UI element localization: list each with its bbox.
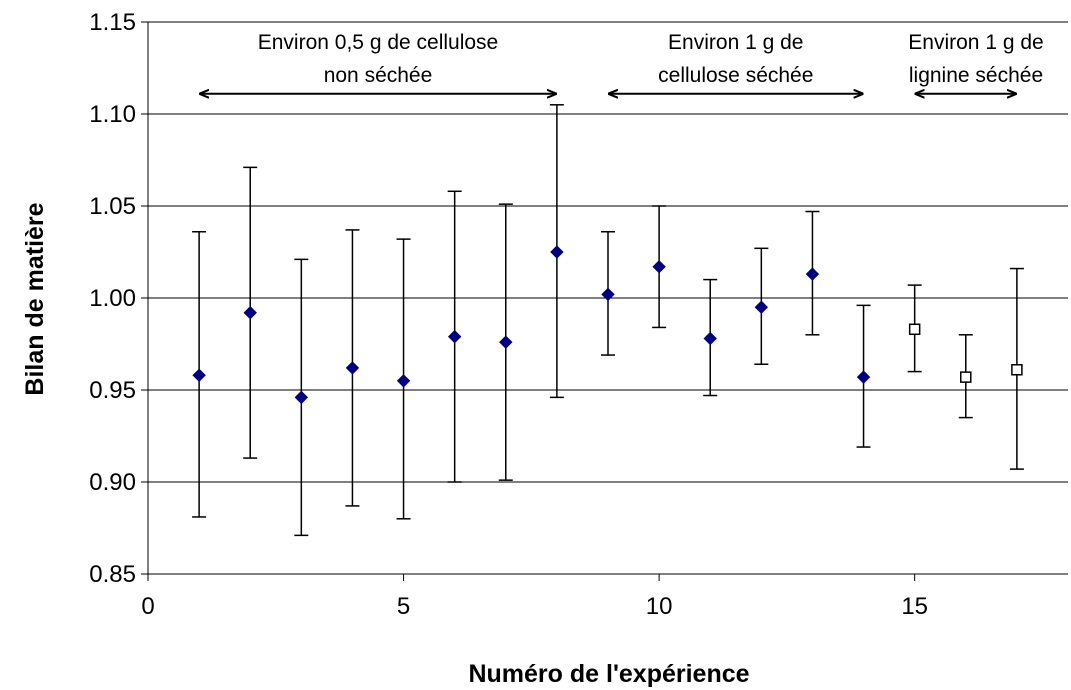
data-point xyxy=(345,361,360,375)
y-tick-label: 1.10 xyxy=(89,101,136,128)
y-tick-label: 0.95 xyxy=(89,377,136,404)
y-tick-labels: 0.85 0.90 0.95 1.00 1.05 1.10 1.15 xyxy=(89,9,136,588)
y-tick-label: 1.15 xyxy=(89,9,136,36)
data-point xyxy=(243,306,257,320)
x-tick-label: 15 xyxy=(901,593,928,620)
y-tick-label: 1.00 xyxy=(89,285,136,312)
x-tick-label: 10 xyxy=(646,593,673,620)
data-point xyxy=(447,329,462,344)
y-tick-label: 0.90 xyxy=(89,469,136,496)
annotation-text: cellulose séchée xyxy=(658,64,813,87)
error-bars xyxy=(192,104,1024,537)
data-point xyxy=(805,267,820,281)
axes xyxy=(141,21,1068,581)
y-axis-title: Bilan de matière xyxy=(21,202,49,395)
annotation-text: Environ 1 g de xyxy=(908,31,1043,54)
annotation-text: lignine séchée xyxy=(909,64,1043,87)
data-point xyxy=(601,287,615,302)
data-point xyxy=(499,335,513,349)
annotation-text: Environ 0,5 g de cellulose xyxy=(258,31,499,54)
x-tick-label: 0 xyxy=(141,593,154,620)
annotation-text: Environ 1 g de xyxy=(668,31,803,54)
data-point xyxy=(960,371,972,383)
annotations: Environ 0,5 g de cellulose non séchée Envi… xyxy=(200,31,1044,94)
data-point xyxy=(396,374,411,388)
x-tick-label: 5 xyxy=(397,593,410,620)
data-point xyxy=(908,323,921,336)
data-point xyxy=(294,390,309,405)
data-point xyxy=(856,370,871,384)
data-point xyxy=(703,331,717,346)
data-point xyxy=(550,245,564,259)
y-tick-label: 1.05 xyxy=(89,193,136,220)
y-tick-label: 0.85 xyxy=(89,561,136,588)
data-point xyxy=(652,260,666,274)
data-point xyxy=(192,368,206,382)
data-markers xyxy=(192,245,1023,405)
x-tick-labels: 0 5 10 15 xyxy=(141,593,928,620)
x-axis-title: Numéro de l'expérience xyxy=(468,660,749,688)
annotation-text: non séchée xyxy=(324,64,433,87)
data-point xyxy=(754,300,769,314)
data-point xyxy=(1011,364,1023,376)
